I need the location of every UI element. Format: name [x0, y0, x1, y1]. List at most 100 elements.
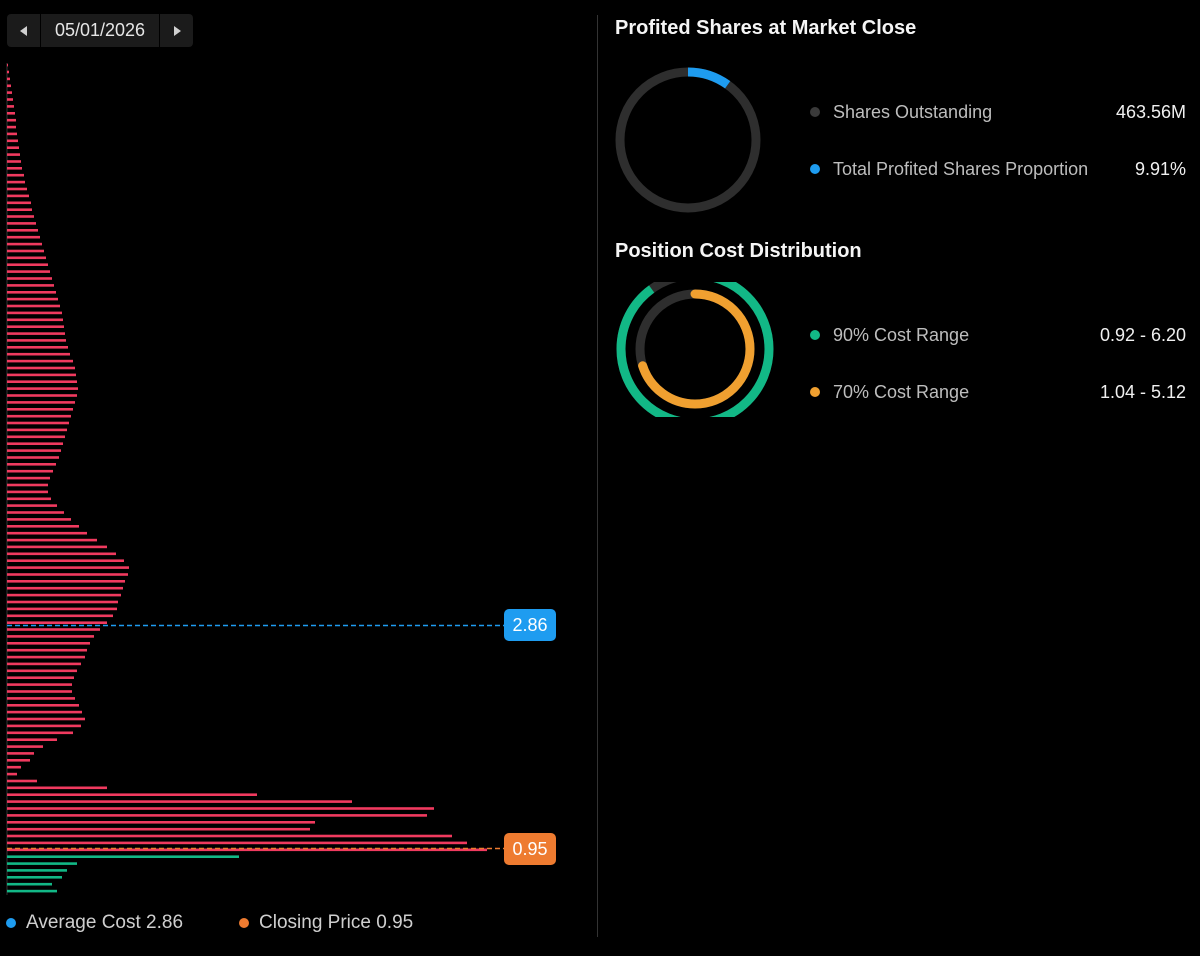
- loss-bar: [7, 394, 77, 397]
- loss-bar: [7, 559, 124, 562]
- loss-bar: [7, 442, 63, 445]
- loss-bar: [7, 710, 82, 714]
- loss-bar: [7, 504, 57, 507]
- loss-bar: [7, 187, 27, 191]
- closing-price-tag-label: 0.95: [512, 839, 547, 859]
- loss-bar: [7, 538, 97, 542]
- legend-closing-price: Closing Price 0.95: [239, 912, 413, 934]
- loss-bar: [7, 414, 71, 418]
- loss-bar: [7, 772, 17, 776]
- outer-ring-fill-90: [616, 282, 774, 417]
- loss-bar: [7, 91, 12, 94]
- stat-shares-outstanding: Shares Outstanding 463.56M: [810, 99, 1186, 125]
- loss-bar: [7, 208, 32, 211]
- loss-bar: [7, 215, 34, 218]
- loss-bar: [7, 621, 107, 624]
- loss-bar: [7, 160, 21, 163]
- profit-bar: [7, 889, 57, 893]
- loss-bar: [7, 717, 85, 721]
- loss-bar: [7, 297, 58, 301]
- loss-bar: [7, 118, 16, 122]
- loss-bar: [7, 573, 128, 576]
- stat-profited-proportion: Total Profited Shares Proportion 9.91%: [810, 156, 1186, 182]
- stat-value: 1.04 - 5.12: [1099, 381, 1186, 402]
- loss-bar: [7, 125, 16, 129]
- profit-bar: [7, 876, 62, 879]
- loss-bar: [7, 745, 43, 748]
- stat-label: Shares Outstanding: [833, 101, 993, 122]
- loss-bar: [7, 600, 118, 604]
- legend-dot-blue: [6, 918, 16, 928]
- loss-bar: [7, 511, 64, 514]
- average-cost-tag: [504, 609, 556, 641]
- loss-bar: [7, 291, 56, 294]
- loss-bar: [7, 518, 71, 521]
- loss-bar: [7, 807, 434, 810]
- stat-label: 70% Cost Range: [833, 381, 970, 402]
- chip-distribution-chart: 2.86 0.95: [6, 63, 556, 895]
- profited-shares-title: Profited Shares at Market Close: [615, 17, 917, 39]
- next-date-button[interactable]: [160, 14, 193, 47]
- loss-bar: [7, 662, 81, 666]
- loss-bar: [7, 263, 48, 266]
- profited-ring-track: [615, 67, 761, 213]
- loss-bar: [7, 366, 75, 370]
- loss-bar: [7, 332, 65, 335]
- date-label[interactable]: 05/01/2026: [40, 14, 160, 47]
- loss-bar: [7, 463, 56, 466]
- stat-value: 463.56M: [1115, 101, 1186, 122]
- chevron-right-icon: [173, 25, 181, 36]
- loss-bar: [7, 490, 48, 494]
- loss-bar: [7, 779, 37, 783]
- loss-bar: [7, 318, 63, 322]
- profit-bar: [7, 855, 239, 858]
- loss-bar: [7, 724, 81, 728]
- loss-bar: [7, 614, 113, 618]
- profited-ring-fill: [615, 67, 761, 213]
- loss-bar: [7, 277, 52, 280]
- loss-bar: [7, 222, 36, 225]
- loss-bar: [7, 731, 73, 735]
- legend-closing-price-label: Closing Price 0.95: [259, 912, 414, 933]
- profit-bar: [7, 862, 77, 865]
- loss-bar: [7, 401, 75, 404]
- loss-bar: [7, 180, 25, 184]
- cost-distribution-rings: [616, 282, 774, 417]
- loss-bar: [7, 793, 257, 796]
- loss-bar: [7, 194, 29, 198]
- loss-bar: [7, 139, 18, 143]
- loss-bar: [7, 848, 487, 852]
- stat-dot-orange: [810, 387, 820, 397]
- chevron-left-icon: [19, 25, 27, 36]
- loss-bar: [7, 98, 13, 101]
- loss-bar: [7, 84, 11, 88]
- loss-bar: [7, 112, 15, 115]
- legend-average-cost-label: Average Cost 2.86: [26, 912, 184, 933]
- loss-bar: [7, 146, 19, 149]
- loss-bar: [7, 841, 467, 845]
- loss-bar: [7, 827, 310, 831]
- loss-bar: [7, 525, 79, 528]
- closing-price-tag: [504, 833, 556, 865]
- stat-label: 90% Cost Range: [833, 324, 970, 345]
- profit-bar: [7, 882, 52, 886]
- loss-bar: [7, 821, 315, 824]
- prev-date-button[interactable]: [7, 14, 40, 47]
- loss-bar: [7, 167, 22, 170]
- loss-bar: [7, 566, 129, 569]
- loss-bar: [7, 586, 123, 590]
- loss-bar: [7, 628, 100, 631]
- loss-bar: [7, 765, 21, 769]
- loss-bar: [7, 834, 452, 838]
- loss-bar: [7, 249, 44, 253]
- loss-bar: [7, 531, 87, 535]
- loss-bar: [7, 63, 8, 67]
- loss-bar: [7, 483, 48, 487]
- loss-bar: [7, 593, 121, 597]
- chart-legend: Average Cost 2.86 Closing Price 0.95: [6, 912, 469, 934]
- loss-bar: [7, 352, 70, 356]
- loss-bar: [7, 635, 94, 638]
- date-navigator: 05/01/2026: [7, 14, 193, 47]
- stat-90-cost-range: 90% Cost Range 0.92 - 6.20: [810, 322, 1186, 348]
- inner-ring-fill-70: [635, 289, 755, 409]
